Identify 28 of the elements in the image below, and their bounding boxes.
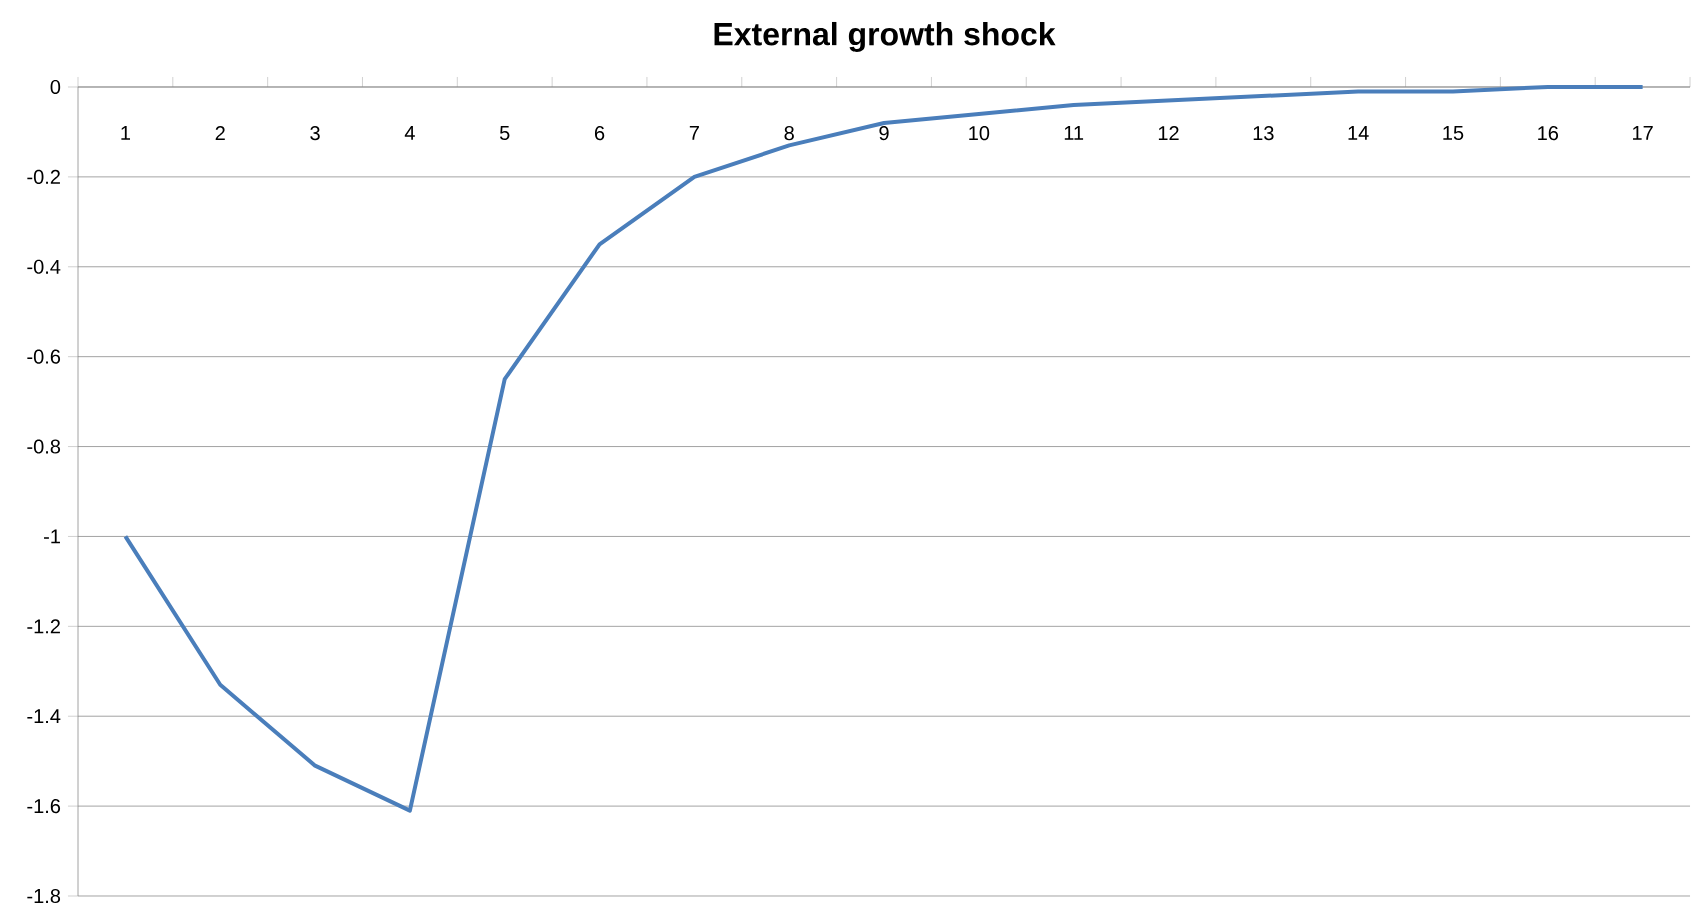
chart-title: External growth shock [714,21,1056,52]
y-tick-label: -0.6 [27,349,61,364]
y-tick-label: -1 [44,529,60,544]
y-tick-label: -0.8 [27,439,61,454]
x-tick-label: 3 [310,126,320,141]
x-tick-label: 6 [594,126,605,141]
y-tick-label: -0.2 [27,169,60,184]
x-tick-label: 16 [1538,126,1559,141]
y-tick-label: -1.2 [27,619,60,634]
x-tick-label: 17 [1633,126,1653,140]
x-tick-label: 2 [215,126,225,141]
x-tick-label: 7 [689,126,699,140]
x-tick-label: 14 [1348,126,1369,140]
x-tick-label: 10 [969,126,990,141]
x-tick-label: 15 [1443,126,1464,141]
y-tick-label: -1.6 [27,799,61,814]
y-tick-label: -0.4 [27,259,61,274]
x-tick-label: 4 [404,126,415,140]
x-tick-label: 11 [1064,126,1084,140]
y-tick-label: 0 [50,79,61,95]
x-tick-label: 13 [1253,126,1274,141]
x-tick-label: 1 [121,126,131,140]
y-tick-label: -1.4 [27,709,61,724]
x-tick-label: 9 [879,126,889,141]
x-tick-label: 8 [784,126,794,141]
y-tick-label: -1.8 [27,888,61,904]
x-tick-label: 5 [499,126,510,141]
x-tick-label: 12 [1158,126,1179,141]
